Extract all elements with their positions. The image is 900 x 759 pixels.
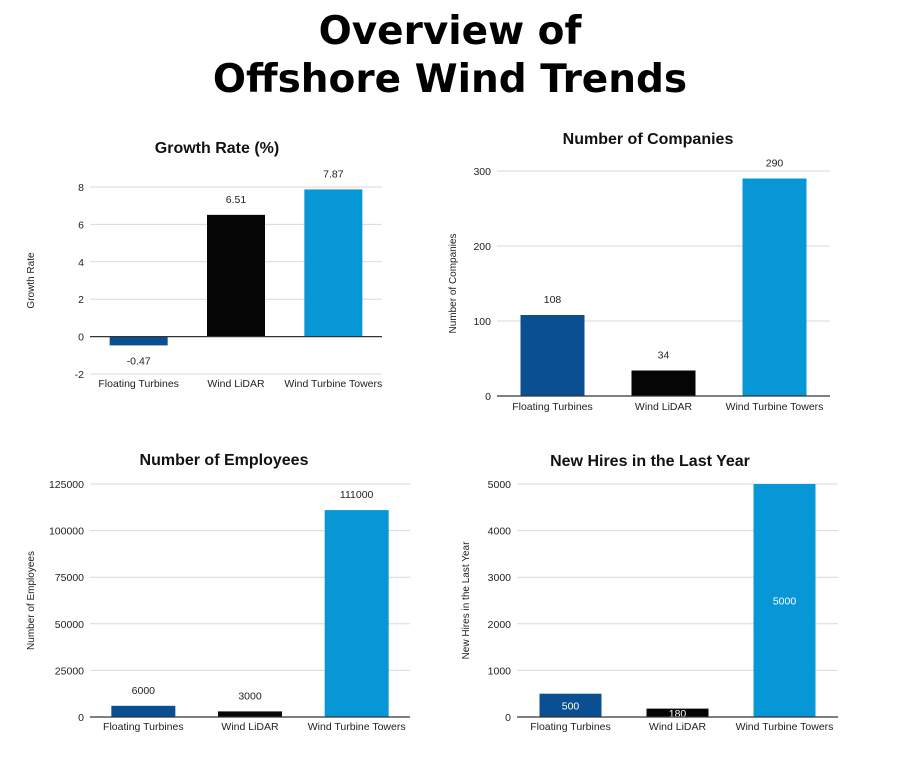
data-label: 111000 (340, 489, 374, 501)
y-axis-label: Number of Employees (26, 551, 37, 650)
bar-floating-turbines (539, 693, 602, 717)
y-tick-label: 6 (78, 219, 84, 231)
data-label: 6000 (132, 685, 156, 697)
x-category-label: Wind LiDAR (221, 721, 279, 733)
x-category-label: Floating Turbines (98, 378, 179, 390)
data-label: 7.87 (323, 168, 344, 180)
bar-wind-turbine-towers (304, 189, 363, 337)
y-tick-label: 100000 (49, 526, 84, 538)
y-tick-label: 4 (78, 257, 84, 269)
chart-title: New Hires in the Last Year (550, 453, 750, 470)
x-category-label: Wind LiDAR (207, 378, 265, 390)
bar-floating-turbines (111, 705, 176, 717)
chart-title: Number of Employees (140, 452, 309, 469)
y-tick-label: 0 (485, 391, 491, 403)
x-category-label: Wind Turbine Towers (284, 378, 382, 390)
chart-title: Growth Rate (%) (155, 140, 279, 157)
data-label: 290 (766, 158, 784, 170)
x-category-label: Wind LiDAR (635, 401, 693, 413)
new-hires-chart: New Hires in the Last Year 0 1000 2000 3000 4… (461, 453, 838, 733)
x-category-label: Wind Turbine Towers (736, 721, 834, 733)
y-tick-label: 200 (473, 241, 491, 253)
page-title-line-2: Offshore Wind Trends (212, 57, 688, 102)
data-label: -0.47 (127, 355, 151, 367)
bar-floating-turbines (520, 315, 585, 396)
data-label: 6.51 (226, 194, 247, 206)
y-tick-label: 125000 (49, 479, 84, 491)
bar-wind-lidar (646, 708, 709, 717)
page-title: Overview of Offshore Wind Trends (0, 8, 900, 104)
y-axis-label: Growth Rate (26, 252, 37, 309)
data-label: 500 (562, 700, 580, 712)
y-tick-label: 4000 (488, 526, 512, 538)
y-tick-label: 75000 (55, 572, 84, 584)
y-axis-label: Number of Companies (448, 233, 459, 333)
y-tick-label: 100 (473, 316, 491, 328)
bar-wind-lidar (207, 214, 265, 337)
bar-wind-turbine-towers (742, 178, 807, 396)
data-label: 34 (658, 350, 670, 362)
x-category-label: Floating Turbines (512, 401, 593, 413)
data-label: 108 (544, 294, 562, 306)
y-tick-label: 300 (473, 166, 491, 178)
y-tick-label: 0 (78, 332, 84, 344)
x-category-label: Wind Turbine Towers (726, 401, 824, 413)
bar-floating-turbines (109, 336, 168, 346)
data-label: 3000 (238, 690, 262, 702)
x-category-label: Wind Turbine Towers (308, 721, 406, 733)
y-tick-label: 50000 (55, 619, 84, 631)
y-tick-label: 25000 (55, 665, 84, 677)
y-axis-label: New Hires in the Last Year (461, 541, 472, 660)
y-tick-label: 5000 (488, 479, 512, 491)
x-category-label: Floating Turbines (103, 721, 184, 733)
y-tick-label: 2000 (488, 619, 512, 631)
bar-wind-turbine-towers (753, 484, 816, 717)
bar-wind-lidar (218, 711, 282, 717)
y-tick-label: 3000 (488, 572, 512, 584)
y-tick-label: 0 (78, 712, 84, 724)
page-title-line-1: Overview of (318, 9, 582, 54)
bar-wind-turbine-towers (324, 510, 389, 717)
employees-chart: Number of Employees 0 25000 50000 75000 10000… (26, 452, 410, 733)
y-tick-label: 2 (78, 294, 84, 306)
growth-rate-chart: Growth Rate (%) -2 0 2 4 6 8 Growth Rate -0.47 Fl… (26, 140, 382, 390)
y-tick-label: 0 (505, 712, 511, 724)
x-category-label: Wind LiDAR (649, 721, 707, 733)
data-label: 5000 (773, 596, 797, 608)
x-category-label: Floating Turbines (530, 721, 611, 733)
bar-wind-lidar (631, 370, 696, 396)
y-tick-label: 1000 (488, 665, 512, 677)
y-tick-label: 8 (78, 182, 84, 194)
y-tick-label: -2 (75, 369, 84, 381)
chart-title: Number of Companies (563, 131, 734, 148)
companies-chart: Number of Companies 0 100 200 300 Number of C… (448, 131, 830, 413)
data-label: 180 (669, 708, 687, 720)
